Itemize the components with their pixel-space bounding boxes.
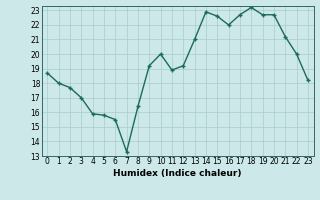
X-axis label: Humidex (Indice chaleur): Humidex (Indice chaleur) — [113, 169, 242, 178]
